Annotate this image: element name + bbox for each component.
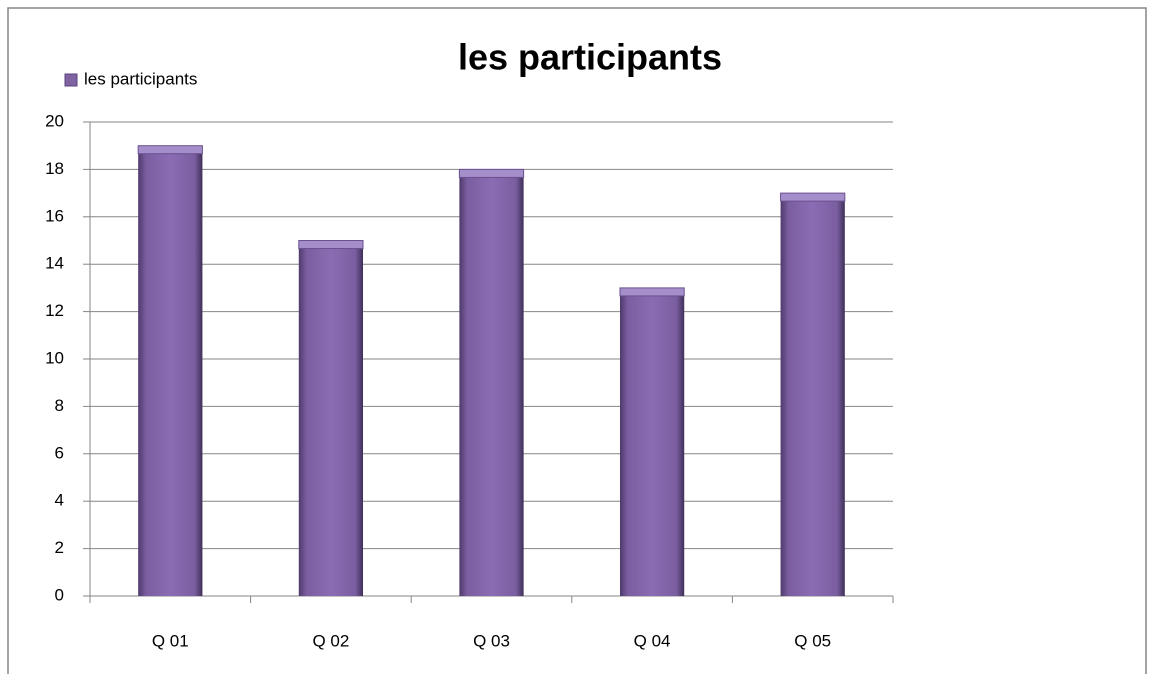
- y-tick-label: 4: [55, 491, 64, 510]
- y-tick-label: 14: [45, 254, 64, 273]
- bar-cap: [137, 145, 203, 155]
- bar-cap: [298, 240, 364, 249]
- y-tick-label: 10: [45, 348, 64, 367]
- bar: [298, 240, 364, 596]
- bar-cap: [619, 287, 685, 297]
- bar-cap: [780, 192, 846, 202]
- y-tick-label: 16: [45, 206, 64, 225]
- bar: [459, 169, 524, 596]
- y-tick-label: 6: [55, 443, 64, 462]
- x-tick-label: Q 04: [634, 631, 671, 650]
- chart-title: les participants: [458, 37, 722, 78]
- x-tick-label: Q 01: [152, 631, 189, 650]
- bar: [780, 193, 845, 596]
- bar: [138, 145, 203, 596]
- x-tick-label: Q 03: [473, 631, 510, 650]
- bar: [619, 287, 685, 596]
- y-tick-label: 0: [55, 585, 64, 604]
- legend-label: les participants: [84, 69, 197, 88]
- y-tick-label: 12: [45, 301, 64, 320]
- y-tick-label: 8: [55, 396, 64, 415]
- bar-cap: [458, 168, 525, 178]
- x-tick-label: Q 05: [794, 631, 831, 650]
- x-tick-label: Q 02: [312, 631, 349, 650]
- y-tick-label: 20: [45, 111, 64, 130]
- chart-border: [7, 7, 1147, 674]
- legend-swatch: [64, 73, 78, 87]
- y-tick-label: 18: [45, 159, 64, 178]
- y-tick-label: 2: [55, 538, 64, 557]
